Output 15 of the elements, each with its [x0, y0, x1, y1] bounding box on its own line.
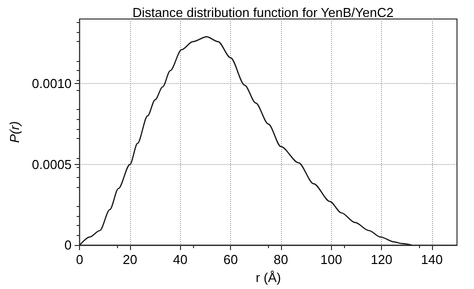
y-tick-label: 0	[64, 238, 72, 253]
x-tick-label: 140	[420, 252, 443, 268]
x-tick-label: 100	[320, 252, 342, 268]
x-tick-label: 20	[122, 252, 138, 268]
x-tick-label: 80	[274, 252, 288, 268]
x-tick-label: 0	[76, 252, 84, 268]
x-tick-label: 120	[370, 252, 392, 268]
y-tick-label: 0.0010	[32, 76, 72, 92]
x-tick-label: 60	[223, 252, 238, 268]
line-series	[79, 36, 412, 246]
x-axis-title: r (Å)	[256, 270, 281, 285]
y-tick-label: 0.0005	[32, 156, 72, 172]
y-axis-title: P(r)	[7, 121, 22, 143]
x-tick-label: 40	[173, 252, 188, 268]
chart-title: Distance distribution function for YenB/YenC2	[132, 5, 394, 20]
